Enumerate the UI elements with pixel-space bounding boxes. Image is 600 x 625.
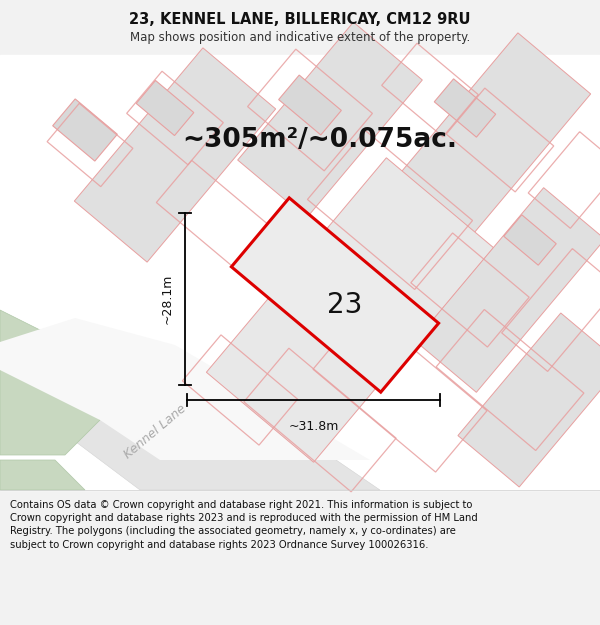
Text: ~28.1m: ~28.1m bbox=[161, 274, 173, 324]
Polygon shape bbox=[504, 215, 556, 265]
Polygon shape bbox=[74, 48, 275, 262]
Bar bbox=[0, 55, 600, 490]
Text: ~31.8m: ~31.8m bbox=[289, 420, 338, 433]
Polygon shape bbox=[0, 460, 85, 490]
Polygon shape bbox=[278, 75, 341, 135]
Polygon shape bbox=[0, 318, 370, 460]
Polygon shape bbox=[238, 22, 422, 218]
Polygon shape bbox=[53, 99, 118, 161]
Polygon shape bbox=[434, 79, 496, 137]
Text: Kennel Lane: Kennel Lane bbox=[121, 402, 188, 462]
Polygon shape bbox=[232, 198, 439, 392]
Polygon shape bbox=[206, 158, 494, 462]
Text: 23: 23 bbox=[328, 291, 362, 319]
Polygon shape bbox=[389, 33, 590, 247]
Text: 23, KENNEL LANE, BILLERICAY, CM12 9RU: 23, KENNEL LANE, BILLERICAY, CM12 9RU bbox=[129, 12, 471, 28]
Polygon shape bbox=[0, 330, 380, 490]
Polygon shape bbox=[458, 313, 600, 487]
Text: ~305m²/~0.075ac.: ~305m²/~0.075ac. bbox=[182, 127, 458, 153]
Text: Contains OS data © Crown copyright and database right 2021. This information is : Contains OS data © Crown copyright and d… bbox=[10, 500, 478, 549]
Polygon shape bbox=[0, 310, 100, 455]
Polygon shape bbox=[136, 81, 194, 136]
Text: Map shows position and indicative extent of the property.: Map shows position and indicative extent… bbox=[130, 31, 470, 44]
Polygon shape bbox=[415, 188, 600, 392]
